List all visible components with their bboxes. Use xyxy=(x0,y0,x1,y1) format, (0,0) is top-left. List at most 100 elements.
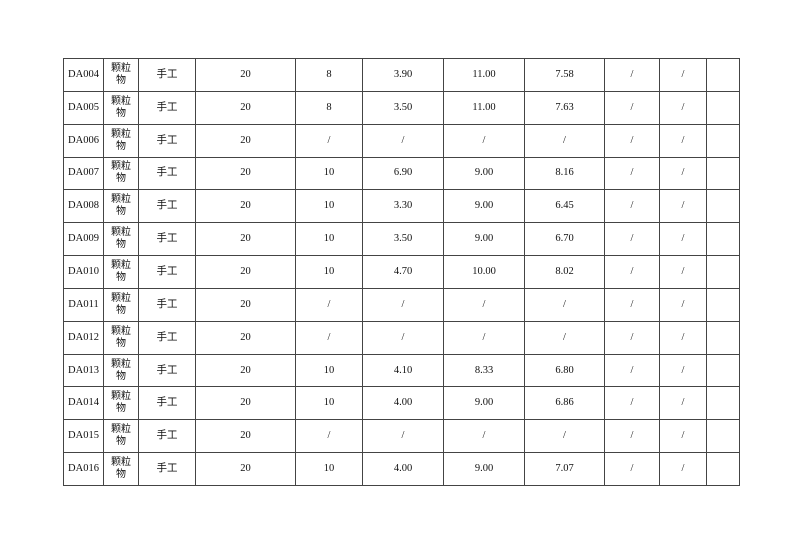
table-cell: DA006 xyxy=(63,123,104,158)
table-row: DA016 颗粒 物手工 20 10 4.00 9.00 7.07// xyxy=(63,452,740,486)
table-cell: / xyxy=(443,320,525,355)
table-cell: 4.00 xyxy=(362,386,444,421)
table-cell: 颗粒 物 xyxy=(103,452,139,486)
table-cell: / xyxy=(604,58,660,92)
table-row: DA005 颗粒 物手工 20 8 3.50 11.00 7.63// xyxy=(63,90,740,125)
table-cell: 20 xyxy=(195,90,296,125)
table-cell: 7.07 xyxy=(524,452,605,486)
table-cell: 手工 xyxy=(138,255,196,289)
table-cell: 20 xyxy=(195,189,296,224)
table-cell: / xyxy=(659,255,707,289)
table-cell: / xyxy=(659,320,707,355)
table-cell: DA005 xyxy=(63,90,104,125)
table-cell: 颗粒 物 xyxy=(103,58,139,92)
table-cell xyxy=(706,419,740,454)
table-row: DA015 颗粒 物手工 20// / / / / xyxy=(63,419,740,454)
table-cell: 3.50 xyxy=(362,222,444,257)
table-cell: / xyxy=(362,419,444,454)
table-cell: 手工 xyxy=(138,58,196,92)
table-row: DA013 颗粒 物手工 20 10 4.10 8.33 6.80// xyxy=(63,353,740,388)
table-cell: DA009 xyxy=(63,222,104,257)
table-cell: / xyxy=(659,419,707,454)
table-cell: 手工 xyxy=(138,452,196,486)
table-cell: / xyxy=(604,255,660,289)
table-cell: DA011 xyxy=(63,287,104,322)
table-cell: 8.16 xyxy=(524,156,605,191)
table-cell xyxy=(706,123,740,158)
table-cell: 20 xyxy=(195,320,296,355)
table-cell: 颗粒 物 xyxy=(103,189,139,224)
table-cell: 10.00 xyxy=(443,255,525,289)
table-cell: 4.70 xyxy=(362,255,444,289)
table-cell: 10 xyxy=(295,156,363,191)
table-cell: 9.00 xyxy=(443,386,525,421)
table-cell: / xyxy=(659,222,707,257)
table-cell: / xyxy=(295,419,363,454)
table-body: DA004 颗粒 物手工 20 8 3.90 11.00 7.58// DA005 颗粒 物手工… xyxy=(63,58,740,486)
table-cell xyxy=(706,90,740,125)
table-cell: 9.00 xyxy=(443,222,525,257)
table-cell: 10 xyxy=(295,222,363,257)
table-cell: / xyxy=(524,123,605,158)
table-cell: / xyxy=(659,90,707,125)
table-cell: / xyxy=(443,123,525,158)
table-cell: 手工 xyxy=(138,287,196,322)
table-cell: / xyxy=(362,287,444,322)
table-cell: 10 xyxy=(295,386,363,421)
table-cell: 手工 xyxy=(138,320,196,355)
table-cell: 手工 xyxy=(138,90,196,125)
table-cell: / xyxy=(362,320,444,355)
table-cell: 颗粒 物 xyxy=(103,419,139,454)
table-cell: 20 xyxy=(195,255,296,289)
table-cell: 8 xyxy=(295,58,363,92)
table-cell: 10 xyxy=(295,353,363,388)
table-cell: DA008 xyxy=(63,189,104,224)
table-cell: / xyxy=(659,353,707,388)
table-cell: / xyxy=(524,320,605,355)
table-row: DA011 颗粒 物手工 20// / / / / xyxy=(63,287,740,322)
table-cell: 颗粒 物 xyxy=(103,222,139,257)
table-cell: DA007 xyxy=(63,156,104,191)
table-cell: 6.70 xyxy=(524,222,605,257)
table-cell: 3.90 xyxy=(362,58,444,92)
table-cell: 11.00 xyxy=(443,58,525,92)
table-cell: 20 xyxy=(195,353,296,388)
table-cell: 手工 xyxy=(138,419,196,454)
data-table: DA004 颗粒 物手工 20 8 3.90 11.00 7.58// DA005 颗粒 物手工… xyxy=(63,58,740,486)
table-cell: 颗粒 物 xyxy=(103,255,139,289)
table-cell: 手工 xyxy=(138,189,196,224)
table-cell: / xyxy=(604,189,660,224)
table-cell: 20 xyxy=(195,419,296,454)
table-cell: 手工 xyxy=(138,386,196,421)
table-cell: 3.30 xyxy=(362,189,444,224)
table-row: DA012 颗粒 物手工 20// / / / / xyxy=(63,320,740,355)
table-cell: DA004 xyxy=(63,58,104,92)
table-cell: 颗粒 物 xyxy=(103,353,139,388)
table-cell: DA014 xyxy=(63,386,104,421)
table-cell: / xyxy=(604,419,660,454)
table-cell: 颗粒 物 xyxy=(103,123,139,158)
table-cell: 20 xyxy=(195,123,296,158)
table-cell: 9.00 xyxy=(443,189,525,224)
table-cell: / xyxy=(604,90,660,125)
table-cell: / xyxy=(604,386,660,421)
table-cell: / xyxy=(443,419,525,454)
table-cell xyxy=(706,452,740,486)
table-cell: / xyxy=(524,419,605,454)
table-cell xyxy=(706,353,740,388)
table-cell: / xyxy=(443,287,525,322)
table-cell: / xyxy=(362,123,444,158)
table-cell: 10 xyxy=(295,255,363,289)
table-cell xyxy=(706,320,740,355)
table-cell xyxy=(706,189,740,224)
table-cell: / xyxy=(659,156,707,191)
table-cell: 8.02 xyxy=(524,255,605,289)
table-cell: / xyxy=(659,452,707,486)
table-row: DA004 颗粒 物手工 20 8 3.90 11.00 7.58// xyxy=(63,58,740,92)
table-cell xyxy=(706,255,740,289)
table-cell: / xyxy=(295,287,363,322)
table-cell: 20 xyxy=(195,386,296,421)
table-cell: 颗粒 物 xyxy=(103,320,139,355)
table-cell: / xyxy=(659,189,707,224)
table-cell: 9.00 xyxy=(443,156,525,191)
